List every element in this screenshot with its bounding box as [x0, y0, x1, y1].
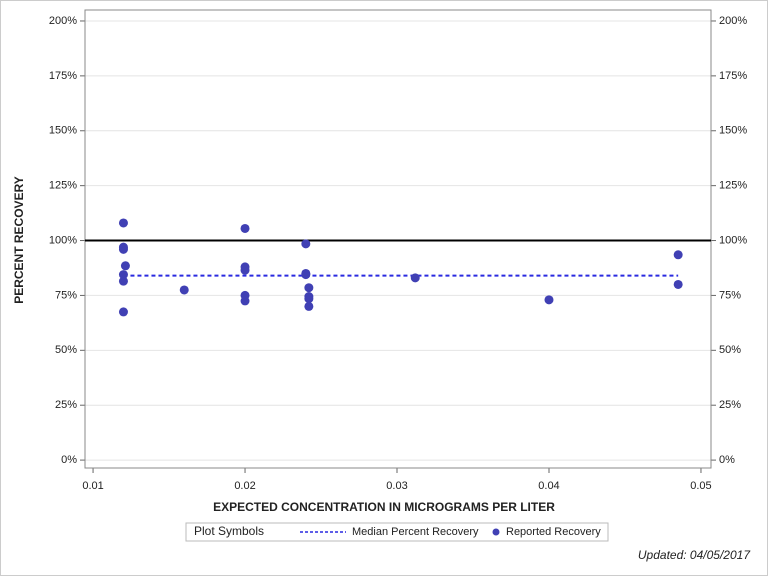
- y-tick-label: 100%: [49, 234, 77, 246]
- footnote: Updated: 04/05/2017: [638, 548, 751, 562]
- legend-title: Plot Symbols: [194, 524, 264, 538]
- y-tick-label: 0%: [61, 454, 77, 466]
- point: [118, 218, 128, 228]
- legend-swatch: [492, 528, 500, 536]
- x-tick-label: 0.04: [538, 480, 559, 492]
- y2-tick-label: 25%: [719, 399, 741, 411]
- y-tick-label: 175%: [49, 70, 77, 82]
- point: [304, 301, 314, 311]
- point: [544, 295, 554, 305]
- legend-label: Reported Recovery: [506, 526, 601, 538]
- x-axis-title: EXPECTED CONCENTRATION IN MICROGRAMS PER…: [213, 500, 555, 514]
- x-tick-label: 0.02: [234, 480, 255, 492]
- y2-tick-label: 125%: [719, 180, 747, 192]
- point: [120, 261, 130, 271]
- y2-tick-label: 100%: [719, 234, 747, 246]
- plot-area: [84, 9, 712, 469]
- y2-tick-label: 50%: [719, 344, 741, 356]
- y-tick-label: 125%: [49, 180, 77, 192]
- point: [179, 285, 189, 295]
- y2-tick-label: 175%: [719, 70, 747, 82]
- y-axis-title: PERCENT RECOVERY: [12, 176, 26, 304]
- y-tick-label: 150%: [49, 125, 77, 137]
- y2-tick-label: 150%: [719, 125, 747, 137]
- y2-tick-label: 200%: [719, 15, 747, 27]
- point: [673, 250, 683, 260]
- point: [673, 279, 683, 289]
- x-tick-label: 0.05: [690, 480, 711, 492]
- point: [301, 270, 311, 280]
- y2-tick-label: 0%: [719, 454, 735, 466]
- y-tick-label: 75%: [55, 289, 77, 301]
- point: [240, 296, 250, 306]
- point: [118, 276, 128, 286]
- x-tick-label: 0.03: [386, 480, 407, 492]
- x-tick-label: 0.01: [82, 480, 103, 492]
- point: [118, 244, 128, 254]
- point: [240, 223, 250, 233]
- point: [304, 294, 314, 304]
- point: [240, 265, 250, 275]
- y-tick-label: 25%: [55, 399, 77, 411]
- point: [118, 270, 128, 280]
- y-tick-label: 200%: [49, 15, 77, 27]
- point: [304, 283, 314, 293]
- legend-label: Median Percent Recovery: [352, 526, 479, 538]
- y2-tick-label: 75%: [719, 289, 741, 301]
- legend-box: [185, 522, 609, 542]
- point: [301, 239, 311, 249]
- point: [410, 273, 420, 283]
- y-tick-label: 50%: [55, 344, 77, 356]
- point: [118, 307, 128, 317]
